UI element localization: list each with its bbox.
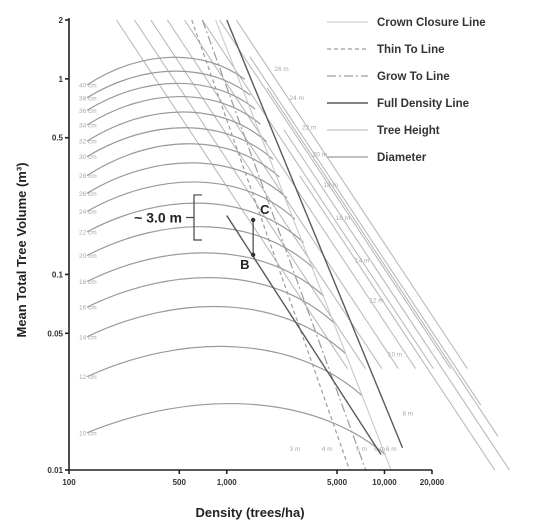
diameter-curve bbox=[86, 202, 304, 243]
tree-height-line bbox=[201, 19, 434, 369]
diameter-label: 40 cm bbox=[79, 83, 97, 90]
tree-height-line bbox=[150, 19, 383, 369]
tree-height-line bbox=[219, 19, 451, 369]
legend: Crown Closure Line Thin To Line Grow To Li… bbox=[327, 17, 486, 164]
point-b-label: B bbox=[240, 257, 249, 272]
max-density-line bbox=[226, 19, 404, 448]
diameter-label: 30 cm bbox=[79, 154, 97, 161]
y-tick-label: 0.1 bbox=[52, 270, 64, 279]
height-label: 8 m bbox=[402, 410, 413, 417]
height-label: 12 m bbox=[369, 297, 383, 304]
height-label: 4 m bbox=[322, 446, 333, 453]
diameter-label: 16 cm bbox=[79, 305, 97, 312]
diameter-label: 38 cm bbox=[79, 95, 97, 102]
x-tick-label: 10,000 bbox=[372, 478, 397, 487]
height-label: 22 m bbox=[302, 125, 316, 132]
diameter-label: 26 cm bbox=[79, 191, 97, 198]
x-tick-label: 5,000 bbox=[327, 478, 348, 487]
y-tick-label: 1 bbox=[59, 75, 64, 84]
tree-height-line bbox=[299, 175, 496, 471]
tree-height-line bbox=[235, 19, 468, 369]
legend-label-grow: Grow To Line bbox=[377, 71, 450, 83]
legend-label-crown: Crown Closure Line bbox=[377, 17, 486, 29]
height-label: 16 m bbox=[336, 215, 350, 222]
y-axis-title: Mean Total Tree Volume (m³) bbox=[14, 162, 29, 337]
diameter-label: 34 cm bbox=[79, 123, 97, 130]
diameter-curve bbox=[86, 111, 267, 143]
x-tick-label: 500 bbox=[173, 478, 187, 487]
diameter-label: 32 cm bbox=[79, 139, 97, 146]
y-tick-label: 2 bbox=[59, 16, 64, 25]
diameter-curve bbox=[86, 345, 363, 396]
height-label: 6 m bbox=[386, 446, 397, 453]
crown-closure-line bbox=[215, 19, 392, 471]
annotation-layer: C B ~ 3.0 m bbox=[134, 194, 270, 272]
diameter-curve bbox=[86, 127, 274, 160]
height-label: 20 m bbox=[313, 152, 327, 159]
diameter-label: 28 cm bbox=[79, 173, 97, 180]
diameter-curve bbox=[86, 96, 261, 126]
grow-to-line bbox=[201, 19, 367, 471]
height-diff-bracket bbox=[186, 194, 202, 241]
point-c bbox=[250, 217, 256, 223]
tree-height-line bbox=[134, 19, 366, 369]
legend-label-height: Tree Height bbox=[377, 125, 440, 137]
diameter-curve bbox=[86, 143, 280, 178]
diameter-label: 22 cm bbox=[79, 229, 97, 236]
y-tick-label: 0.05 bbox=[47, 329, 63, 338]
y-tick-label: 0.5 bbox=[52, 134, 64, 143]
height-diff-annotation: ~ 3.0 m bbox=[134, 209, 182, 225]
tree-height-line bbox=[283, 129, 510, 471]
point-b bbox=[250, 252, 256, 258]
legend-label-diameter: Diameter bbox=[377, 152, 427, 164]
diameter-label: 18 cm bbox=[79, 279, 97, 286]
diameter-curve bbox=[86, 252, 325, 297]
diameter-curves-layer: 40 cm 38 cm 36 cm 34 cm 32 cm 30 cm 28 cm 26 cm… bbox=[79, 56, 386, 456]
x-tick-label: 100 bbox=[62, 478, 76, 487]
tree-height-line bbox=[266, 87, 499, 437]
point-c-label: C bbox=[260, 202, 270, 217]
legend-label-full: Full Density Line bbox=[377, 98, 469, 110]
diameter-curve bbox=[86, 305, 346, 354]
legend-label-thin: Thin To Line bbox=[377, 44, 445, 56]
height-label: 14 m bbox=[355, 258, 369, 265]
tree-height-line bbox=[184, 19, 416, 369]
height-label: 26 m bbox=[274, 66, 288, 73]
height-label: 18 m bbox=[323, 182, 337, 189]
diameter-label: 24 cm bbox=[79, 209, 97, 216]
height-lines-layer: 26 m 24 m 22 m 20 m 18 m 16 m 14 m 12 m 10 m 8 m 6… bbox=[116, 19, 510, 471]
height-label: 24 m bbox=[290, 95, 304, 102]
height-label: 10 m bbox=[388, 352, 402, 359]
axes-layer bbox=[68, 18, 432, 471]
height-label: 5 m bbox=[356, 446, 367, 453]
diameter-label: 20 cm bbox=[79, 253, 97, 260]
y-tick-label: 0.01 bbox=[47, 466, 63, 475]
diameter-curve bbox=[86, 226, 314, 269]
diameter-label: 36 cm bbox=[79, 108, 97, 115]
diameter-curve bbox=[86, 82, 256, 111]
diameter-curve bbox=[86, 162, 288, 199]
diameter-label: 14 cm bbox=[79, 334, 97, 341]
diameter-label: 10 cm bbox=[79, 430, 97, 437]
height-label: 3 m bbox=[290, 446, 301, 453]
diameter-curve bbox=[86, 403, 386, 456]
diameter-curve bbox=[86, 277, 335, 324]
x-tick-label: 1,000 bbox=[217, 478, 238, 487]
tree-height-line bbox=[116, 19, 348, 369]
diameter-curve bbox=[86, 70, 251, 99]
x-tick-label: 20,000 bbox=[420, 478, 445, 487]
diameter-label: 12 cm bbox=[79, 374, 97, 381]
thin-to-line bbox=[191, 19, 351, 471]
diameter-curve bbox=[86, 56, 246, 86]
diameter-curve bbox=[86, 181, 296, 220]
tick-labels-layer: 100 500 1,000 5,000 10,000 20,000 0.01 0.05 0.1 0… bbox=[47, 16, 444, 487]
x-axis-title: Density (trees/ha) bbox=[195, 505, 304, 520]
tree-height-line bbox=[249, 56, 482, 406]
